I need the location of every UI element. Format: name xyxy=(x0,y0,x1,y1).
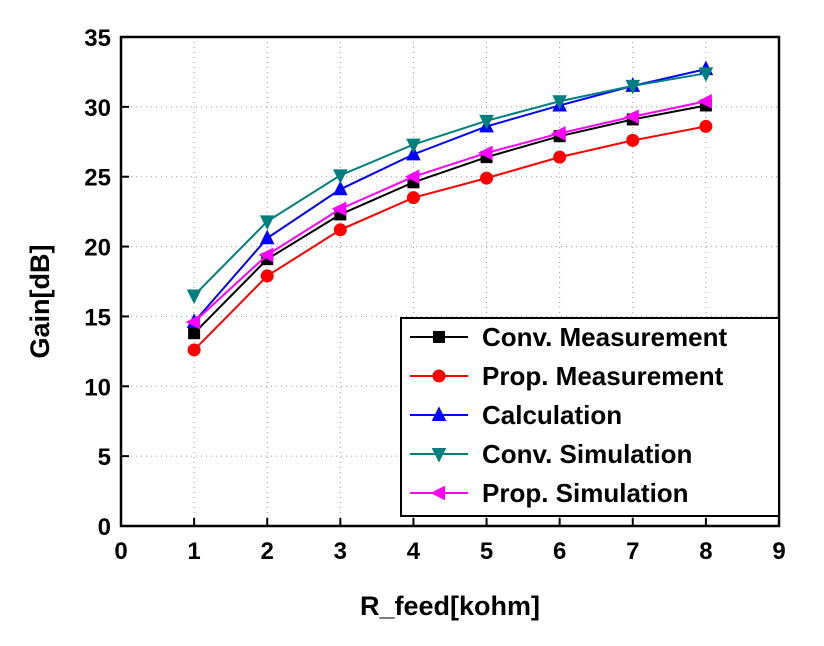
y-tick-label: 15 xyxy=(84,304,111,331)
x-tick-label: 2 xyxy=(261,538,274,565)
data-point xyxy=(333,169,348,184)
x-tick-label: 9 xyxy=(772,538,785,565)
legend-marker xyxy=(431,448,447,463)
series-conv-simulation xyxy=(186,67,714,305)
data-point xyxy=(479,114,494,130)
data-point xyxy=(477,145,493,161)
data-point xyxy=(625,79,641,95)
data-point xyxy=(260,269,274,283)
y-tick-label: 20 xyxy=(84,235,111,262)
legend-marker xyxy=(432,369,446,383)
x-tick-label: 0 xyxy=(114,538,127,565)
y-tick-label: 30 xyxy=(84,95,111,122)
data-point xyxy=(552,95,567,110)
series-prop-simulation xyxy=(185,93,712,330)
data-point xyxy=(551,126,566,141)
y-tick-label: 25 xyxy=(84,165,111,192)
y-axis-title: Gain[dB] xyxy=(25,245,55,359)
series-line xyxy=(193,72,707,297)
y-tick-label: 5 xyxy=(98,444,111,471)
legend: Conv. Measurement Prop. Measurement Calcul… xyxy=(400,317,780,517)
legend-label: Prop. Simulation xyxy=(482,478,689,508)
y-tick-label: 10 xyxy=(84,374,111,401)
data-point xyxy=(259,215,275,231)
x-tick-label: 3 xyxy=(334,538,347,565)
legend-box xyxy=(400,317,780,517)
legend-label: Conv. Simulation xyxy=(482,439,692,469)
x-tick-label: 6 xyxy=(553,538,566,565)
legend-item: Prop. Simulation xyxy=(410,478,689,508)
legend-marker xyxy=(433,331,445,343)
data-point xyxy=(626,133,640,147)
data-point xyxy=(406,138,421,154)
x-tick-label: 8 xyxy=(699,538,712,565)
x-tick-label: 5 xyxy=(480,538,493,565)
data-point xyxy=(333,223,347,237)
legend-label: Conv. Measurement xyxy=(482,322,727,352)
data-point xyxy=(406,191,420,205)
legend-item: Prop. Measurement xyxy=(410,361,724,391)
series-line xyxy=(193,68,707,323)
data-point xyxy=(258,247,274,263)
data-point xyxy=(624,109,639,124)
data-point xyxy=(186,289,202,305)
series-calculation xyxy=(186,60,714,329)
data-point xyxy=(553,150,567,164)
data-point xyxy=(185,314,201,330)
data-point xyxy=(697,93,712,109)
x-tick-label: 4 xyxy=(407,538,421,565)
series-layer xyxy=(185,60,714,357)
data-point xyxy=(187,343,201,357)
data-point xyxy=(699,119,713,133)
x-tick-label: 7 xyxy=(626,538,639,565)
legend-marker xyxy=(431,406,447,421)
series-line xyxy=(193,104,707,334)
data-point xyxy=(259,229,275,245)
x-tick-label: 1 xyxy=(187,538,200,565)
data-point xyxy=(188,327,201,340)
legend-item: Conv. Simulation xyxy=(410,439,692,469)
legend-item: Conv. Measurement xyxy=(410,322,727,352)
data-point xyxy=(404,169,420,185)
data-point xyxy=(480,171,494,185)
x-axis-title: R_feed[kohm] xyxy=(360,591,540,621)
legend-label: Prop. Measurement xyxy=(482,361,724,391)
ticks: 0 1 2 3 4 5 6 7 8 9 0 5 10 15 20 25 30 35 xyxy=(84,25,785,565)
data-point xyxy=(333,180,348,196)
plot-frame xyxy=(119,35,781,528)
data-point xyxy=(698,67,714,82)
data-point xyxy=(406,145,421,161)
series-line xyxy=(193,125,707,351)
y-tick-label: 0 xyxy=(98,514,111,541)
series-line xyxy=(193,100,707,323)
legend-item: Calculation xyxy=(410,400,622,430)
data-point xyxy=(331,201,347,217)
series-prop-measurement xyxy=(187,119,713,357)
legend-marker xyxy=(430,485,445,501)
legend-label: Calculation xyxy=(482,400,622,430)
y-tick-label: 35 xyxy=(84,25,111,52)
